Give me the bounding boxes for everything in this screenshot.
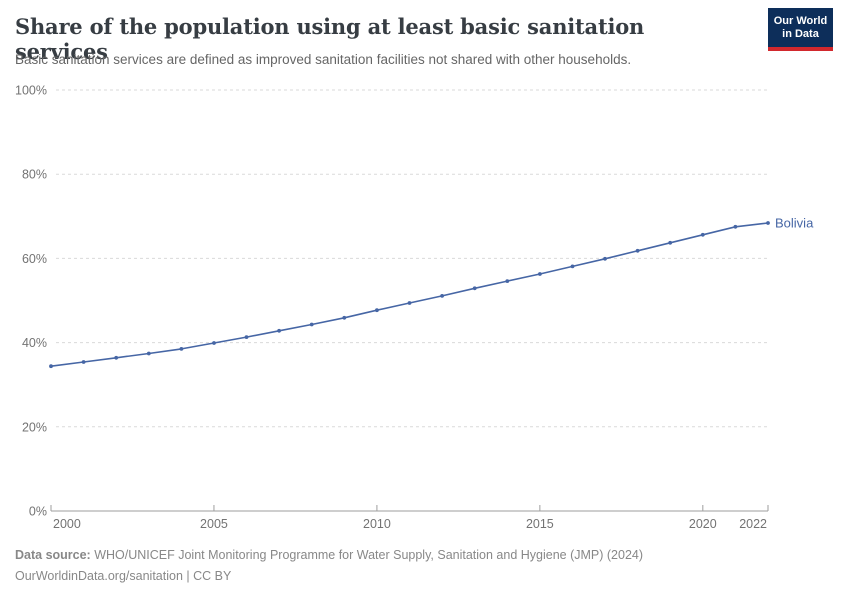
y-tick-label: 100%	[15, 84, 47, 98]
data-point[interactable]	[277, 328, 281, 333]
x-tick-label: 2022	[739, 517, 767, 531]
data-source-label: Data source:	[15, 548, 91, 562]
y-tick-label: 60%	[22, 252, 47, 266]
data-source-text: WHO/UNICEF Joint Monitoring Programme fo…	[90, 548, 644, 562]
data-point[interactable]	[570, 264, 575, 269]
data-point[interactable]	[440, 294, 444, 298]
x-tick-label: 2015	[526, 517, 554, 531]
data-point[interactable]	[342, 315, 347, 320]
x-tick-label: 2020	[689, 517, 717, 531]
data-point[interactable]	[472, 286, 477, 291]
data-point[interactable]	[766, 221, 770, 225]
data-point[interactable]	[179, 347, 184, 351]
owid-logo[interactable]: Our World in Data	[768, 8, 833, 51]
data-point[interactable]	[114, 355, 119, 360]
license-line: OurWorldinData.org/sanitation | CC BY	[15, 569, 232, 583]
data-point[interactable]	[309, 322, 314, 327]
data-point[interactable]	[700, 232, 705, 237]
data-point[interactable]	[81, 360, 86, 364]
data-point[interactable]	[244, 335, 249, 339]
owid-logo-line2: in Data	[782, 28, 819, 40]
data-point[interactable]	[733, 224, 738, 229]
chart-subtitle: Basic sanitation services are defined as…	[15, 52, 632, 67]
x-tick-label: 2010	[363, 517, 391, 531]
data-point[interactable]	[407, 301, 412, 305]
data-point[interactable]	[146, 351, 151, 356]
x-tick-label: 2005	[200, 517, 228, 531]
page-title: Share of the population using at least b…	[15, 14, 645, 64]
y-tick-label: 80%	[22, 168, 47, 182]
data-point[interactable]	[635, 248, 640, 253]
data-point[interactable]	[49, 364, 53, 369]
data-source-line: Data source: WHO/UNICEF Joint Monitoring…	[15, 545, 643, 566]
data-point[interactable]	[538, 272, 542, 276]
y-tick-label: 0%	[29, 505, 47, 519]
line-chart-canvas[interactable]: 0% 20% 40% 60% 80% 100% 2000 2005 2010 2015 2020 20…	[0, 0, 850, 545]
data-point[interactable]	[375, 308, 379, 313]
data-point[interactable]	[212, 341, 216, 345]
data-point[interactable]	[505, 279, 510, 283]
y-tick-label: 40%	[22, 336, 47, 350]
chart-footer: Data source: WHO/UNICEF Joint Monitoring…	[15, 545, 643, 587]
entity-label[interactable]: Bolivia	[775, 216, 814, 231]
y-tick-label: 20%	[22, 420, 47, 434]
data-point[interactable]	[603, 256, 607, 261]
x-tick-label: 2000	[53, 517, 81, 531]
data-point[interactable]	[668, 240, 673, 245]
chart-line-bolivia	[50, 222, 769, 367]
owid-logo-line1: Our World	[773, 15, 828, 27]
